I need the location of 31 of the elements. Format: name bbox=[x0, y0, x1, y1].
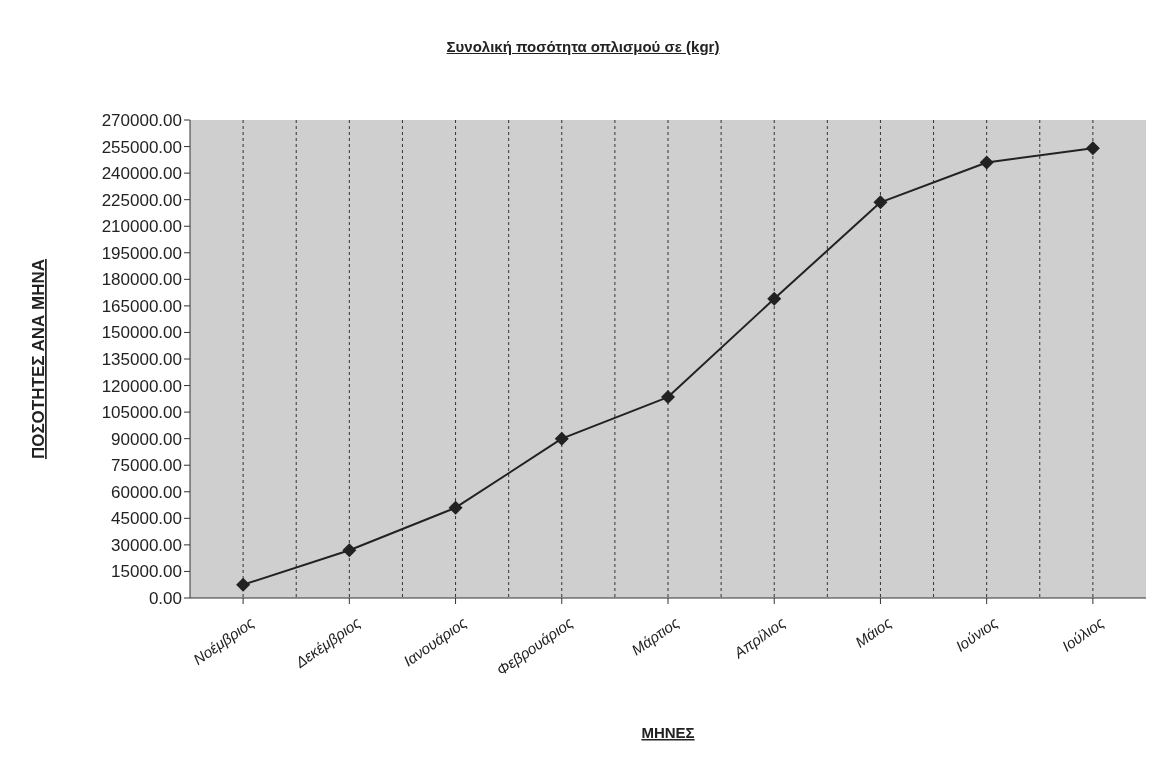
y-tick-label: 195000.00 bbox=[101, 243, 182, 263]
y-tick-label: 0.00 bbox=[148, 589, 182, 609]
y-tick-label: 75000.00 bbox=[111, 456, 182, 476]
y-tick-label: 225000.00 bbox=[101, 190, 182, 210]
y-tick-label: 60000.00 bbox=[111, 482, 182, 502]
y-tick-label: 255000.00 bbox=[101, 137, 182, 157]
point bbox=[554, 431, 569, 446]
y-tick-label: 150000.00 bbox=[101, 323, 182, 343]
x-axis-title: ΜΗΝΕΣ bbox=[641, 724, 695, 741]
y-tick-label: 120000.00 bbox=[101, 376, 182, 396]
y-tick-label: 180000.00 bbox=[101, 270, 182, 290]
point bbox=[342, 543, 357, 558]
y-tick-label: 30000.00 bbox=[111, 535, 182, 555]
y-axis-title: ΠΟΣΟΤΗΤΕΣ ΑΝΑ ΜΗΝΑ bbox=[29, 258, 49, 460]
point bbox=[661, 390, 675, 405]
y-tick-label: 90000.00 bbox=[111, 429, 182, 449]
y-tick-label: 105000.00 bbox=[101, 403, 182, 423]
point bbox=[448, 500, 463, 515]
point bbox=[767, 291, 782, 306]
point bbox=[1085, 141, 1100, 156]
y-tick-label: 240000.00 bbox=[101, 164, 182, 184]
chart-title: Συνολική ποσότητα οπλισμού σε (kgr) bbox=[445, 38, 721, 55]
y-tick-label: 210000.00 bbox=[101, 217, 182, 237]
y-tick-label: 15000.00 bbox=[111, 562, 182, 582]
y-tick-label: 270000.00 bbox=[101, 111, 182, 131]
point bbox=[979, 155, 994, 170]
point bbox=[873, 195, 888, 210]
y-tick-label: 45000.00 bbox=[111, 509, 182, 529]
y-tick-label: 165000.00 bbox=[101, 296, 182, 316]
point bbox=[236, 577, 251, 592]
y-tick-label: 135000.00 bbox=[101, 350, 182, 370]
